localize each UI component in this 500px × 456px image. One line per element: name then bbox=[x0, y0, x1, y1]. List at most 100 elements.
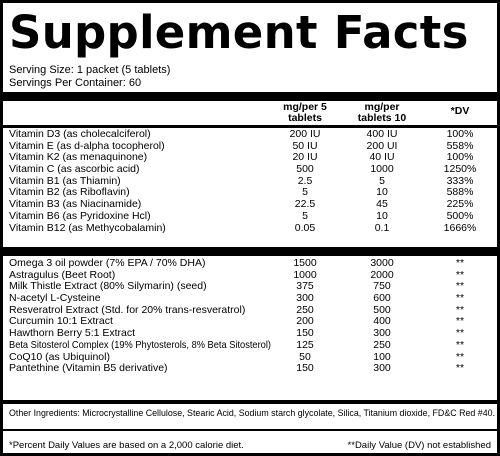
nutrient-name: Hawthorn Berry 5:1 Extract bbox=[9, 327, 136, 340]
amount-per-10: 2000 bbox=[370, 268, 394, 281]
table-row: Resveratrol Extract (Std. for 20% trans-… bbox=[3, 303, 497, 317]
column-header-per-5: mg/per 5 tablets bbox=[265, 102, 345, 124]
amount-per-10: 500 bbox=[373, 303, 391, 316]
amount-per-5: 500 bbox=[296, 163, 314, 176]
amount-per-10: 40 IU bbox=[369, 151, 395, 164]
daily-value: ** bbox=[455, 257, 465, 269]
column-header-per-5-line1: mg/per 5 bbox=[283, 101, 327, 113]
table-row: Vitamin E (as d-alpha tocopherol) 50 IU 20… bbox=[3, 139, 497, 153]
amount-per-5: 200 bbox=[296, 315, 314, 328]
amount-per-10: 1000 bbox=[370, 163, 394, 176]
nutrient-name: Vitamin B12 (as Methycobalamin) bbox=[9, 221, 166, 234]
daily-value: ** bbox=[455, 280, 465, 293]
nutrient-name: Vitamin B2 (as Riboflavin) bbox=[9, 186, 130, 199]
serving-size: Serving Size: 1 packet (5 tablets) bbox=[9, 64, 171, 76]
amount-per-5: 250 bbox=[296, 303, 314, 316]
daily-value: 588% bbox=[446, 186, 474, 199]
table-row: Pantethine (Vitamin B5 derivative) 150 300… bbox=[3, 362, 497, 375]
amount-per-10: 5 bbox=[379, 174, 385, 187]
rule-footnote bbox=[3, 429, 497, 431]
amount-per-5: 5 bbox=[302, 209, 308, 222]
nutrient-name: Vitamin B6 (as Pyridoxine Hcl) bbox=[9, 209, 151, 222]
amount-per-10: 250 bbox=[373, 338, 391, 351]
table-row: CoQ10 (as Ubiquinol) 50 100 ** bbox=[3, 350, 497, 364]
nutrient-name: Omega 3 oil powder (7% EPA / 70% DHA) bbox=[9, 257, 206, 269]
amount-per-10: 3000 bbox=[370, 257, 394, 269]
amount-per-10: 10 bbox=[376, 209, 388, 222]
daily-value: ** bbox=[455, 338, 465, 351]
amount-per-10: 750 bbox=[373, 280, 391, 293]
daily-value: ** bbox=[455, 327, 465, 340]
amount-per-10: 300 bbox=[373, 327, 391, 340]
nutrient-name: Curcumin 10:1 Extract bbox=[9, 315, 113, 328]
nutrient-name: CoQ10 (as Ubiquinol) bbox=[9, 350, 110, 363]
amount-per-10: 600 bbox=[373, 292, 391, 305]
panel-title: Supplement Facts bbox=[9, 6, 469, 59]
nutrient-name: Vitamin C (as ascorbic acid) bbox=[9, 163, 140, 176]
daily-value: 500% bbox=[446, 209, 474, 222]
table-row: Omega 3 oil powder (7% EPA / 70% DHA) 150… bbox=[3, 257, 497, 270]
table-row: Curcumin 10:1 Extract 200 400 ** bbox=[3, 316, 497, 328]
column-header-per-10-line2: tablets 10 bbox=[357, 112, 407, 124]
column-header-per-10: mg/per tablets 10 bbox=[342, 102, 422, 124]
amount-per-10: 200 UI bbox=[366, 139, 398, 152]
daily-value: ** bbox=[455, 350, 465, 363]
amount-per-5: 150 bbox=[296, 327, 314, 340]
daily-value: 100% bbox=[446, 151, 474, 164]
amount-per-5: 2.5 bbox=[297, 174, 313, 187]
table-row: Vitamin D3 (as cholecalciferol) 200 IU 400… bbox=[3, 128, 497, 141]
footnote-not-established: **Daily Value (DV) not established bbox=[347, 440, 491, 451]
table-row: Vitamin B12 (as Methycobalamin) 0.05 0.1 16… bbox=[3, 221, 497, 235]
other-ingredients: Other Ingredients: Microcrystalline Cell… bbox=[9, 408, 496, 419]
column-header-per-5-line2: tablets bbox=[288, 112, 322, 124]
amount-per-10: 400 bbox=[373, 315, 391, 328]
amount-per-5: 375 bbox=[296, 280, 314, 293]
nutrient-name: Vitamin B1 (as Thiamin) bbox=[9, 174, 121, 187]
column-header-dv: *DV bbox=[450, 105, 470, 117]
footnote-daily-values: *Percent Daily Values are based on a 2,0… bbox=[9, 440, 244, 451]
rule-middle-thick bbox=[3, 247, 497, 256]
rule-header bbox=[3, 125, 497, 128]
amount-per-5: 20 IU bbox=[292, 151, 318, 164]
vitamin-list: Vitamin D3 (as cholecalciferol) 200 IU 400… bbox=[3, 128, 497, 235]
table-row: Vitamin B2 (as Riboflavin) 5 10 588% bbox=[3, 187, 497, 199]
daily-value: 225% bbox=[446, 198, 474, 211]
nutrient-name: Vitamin D3 (as cholecalciferol) bbox=[9, 128, 151, 140]
daily-value: 1666% bbox=[443, 221, 477, 234]
amount-per-10: 400 IU bbox=[366, 128, 398, 140]
amount-per-5: 1000 bbox=[293, 268, 317, 281]
daily-value: 558% bbox=[446, 139, 474, 152]
daily-value: 100% bbox=[446, 128, 474, 140]
amount-per-5: 150 bbox=[296, 362, 314, 375]
nutrient-name: Astragulus (Beet Root) bbox=[9, 268, 116, 281]
nutrient-name: Pantethine (Vitamin B5 derivative) bbox=[9, 362, 168, 375]
amount-per-10: 45 bbox=[376, 198, 388, 211]
nutrient-name: Vitamin K2 (as menaquinone) bbox=[9, 151, 148, 164]
amount-per-10: 10 bbox=[376, 186, 388, 199]
table-row: N-acetyl L-Cysteine 300 600 ** bbox=[3, 292, 497, 305]
daily-value: ** bbox=[455, 303, 465, 316]
table-row: Astragulus (Beet Root) 1000 2000 ** bbox=[3, 268, 497, 282]
table-row: Vitamin B6 (as Pyridoxine Hcl) 5 10 500% bbox=[3, 209, 497, 223]
amount-per-10: 0.1 bbox=[374, 221, 390, 234]
daily-value: ** bbox=[455, 315, 465, 328]
table-row: Vitamin K2 (as menaquinone) 20 IU 40 IU 100… bbox=[3, 152, 497, 164]
nutrient-name: Milk Thistle Extract (80% Silymarin) (se… bbox=[9, 280, 207, 293]
amount-per-5: 300 bbox=[296, 292, 314, 305]
table-row: Vitamin B1 (as Thiamin) 2.5 5 333% bbox=[3, 174, 497, 188]
daily-value: ** bbox=[455, 268, 465, 281]
table-row: Hawthorn Berry 5:1 Extract 150 300 ** bbox=[3, 327, 497, 340]
table-row: Vitamin C (as ascorbic acid) 500 1000 1250% bbox=[3, 163, 497, 176]
amount-per-5: 125 bbox=[296, 338, 314, 351]
amount-per-5: 22.5 bbox=[294, 198, 316, 211]
rule-bottom-thick bbox=[3, 400, 497, 404]
amount-per-5: 50 bbox=[299, 350, 311, 363]
daily-value: 333% bbox=[446, 174, 474, 187]
amount-per-5: 200 IU bbox=[289, 128, 321, 140]
column-header-per-10-line1: mg/per bbox=[364, 101, 400, 113]
daily-value: ** bbox=[455, 292, 465, 305]
nutrient-name: Beta Sitosterol Complex (19% Phytosterol… bbox=[9, 338, 271, 351]
amount-per-5: 1500 bbox=[293, 257, 317, 269]
nutrient-name: Vitamin E (as d-alpha tocopherol) bbox=[9, 139, 165, 152]
